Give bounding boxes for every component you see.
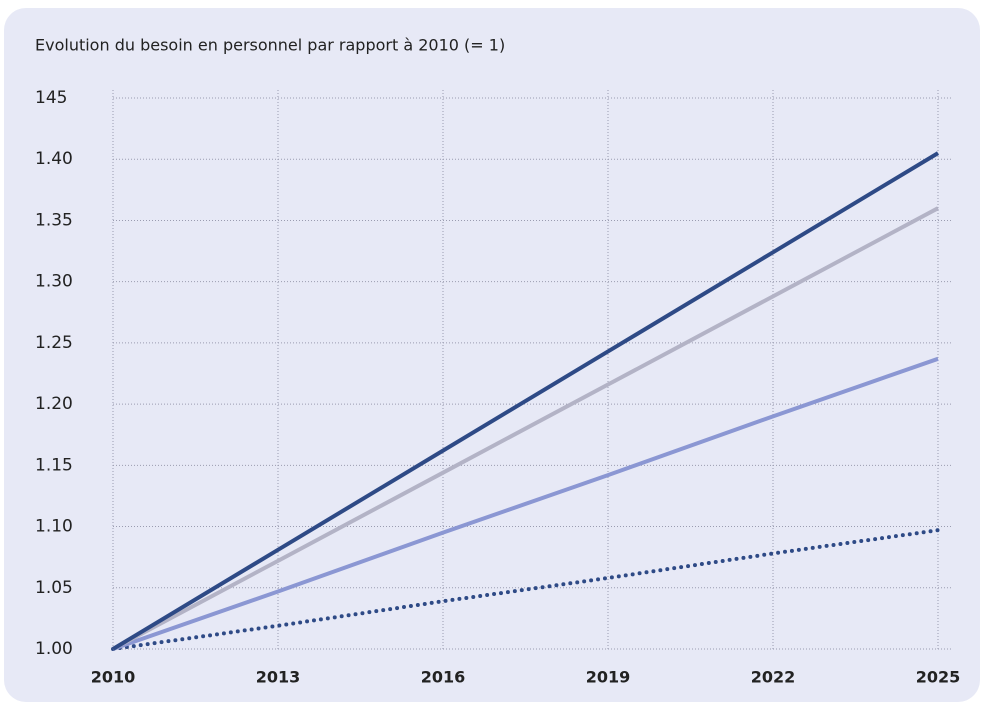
y-tick-label: 1.05 xyxy=(35,578,73,598)
y-tick-label: 1.20 xyxy=(35,394,73,414)
x-tick-label: 2013 xyxy=(256,668,301,687)
y-tick-label: 1.30 xyxy=(35,272,73,292)
chart-background xyxy=(4,8,980,702)
x-tick-label: 2016 xyxy=(421,668,466,687)
chart-title: Evolution du besoin en personnel par rap… xyxy=(35,36,505,55)
y-tick-label: 1.25 xyxy=(35,333,73,353)
y-tick-label: 1.40 xyxy=(35,149,73,169)
y-tick-label: 1.15 xyxy=(35,455,73,475)
y-tick-label: 145 xyxy=(35,88,67,108)
x-tick-label: 2025 xyxy=(916,668,961,687)
series-line xyxy=(111,528,940,651)
x-tick-label: 2010 xyxy=(91,668,136,687)
y-tick-label: 1.10 xyxy=(35,517,73,537)
y-tick-label: 1.35 xyxy=(35,210,73,230)
x-tick-label: 2019 xyxy=(586,668,631,687)
y-tick-label: 1.00 xyxy=(35,639,73,659)
x-tick-label: 2022 xyxy=(751,668,796,687)
series-line xyxy=(112,206,939,651)
series-line xyxy=(112,356,939,651)
series-line xyxy=(111,151,940,651)
